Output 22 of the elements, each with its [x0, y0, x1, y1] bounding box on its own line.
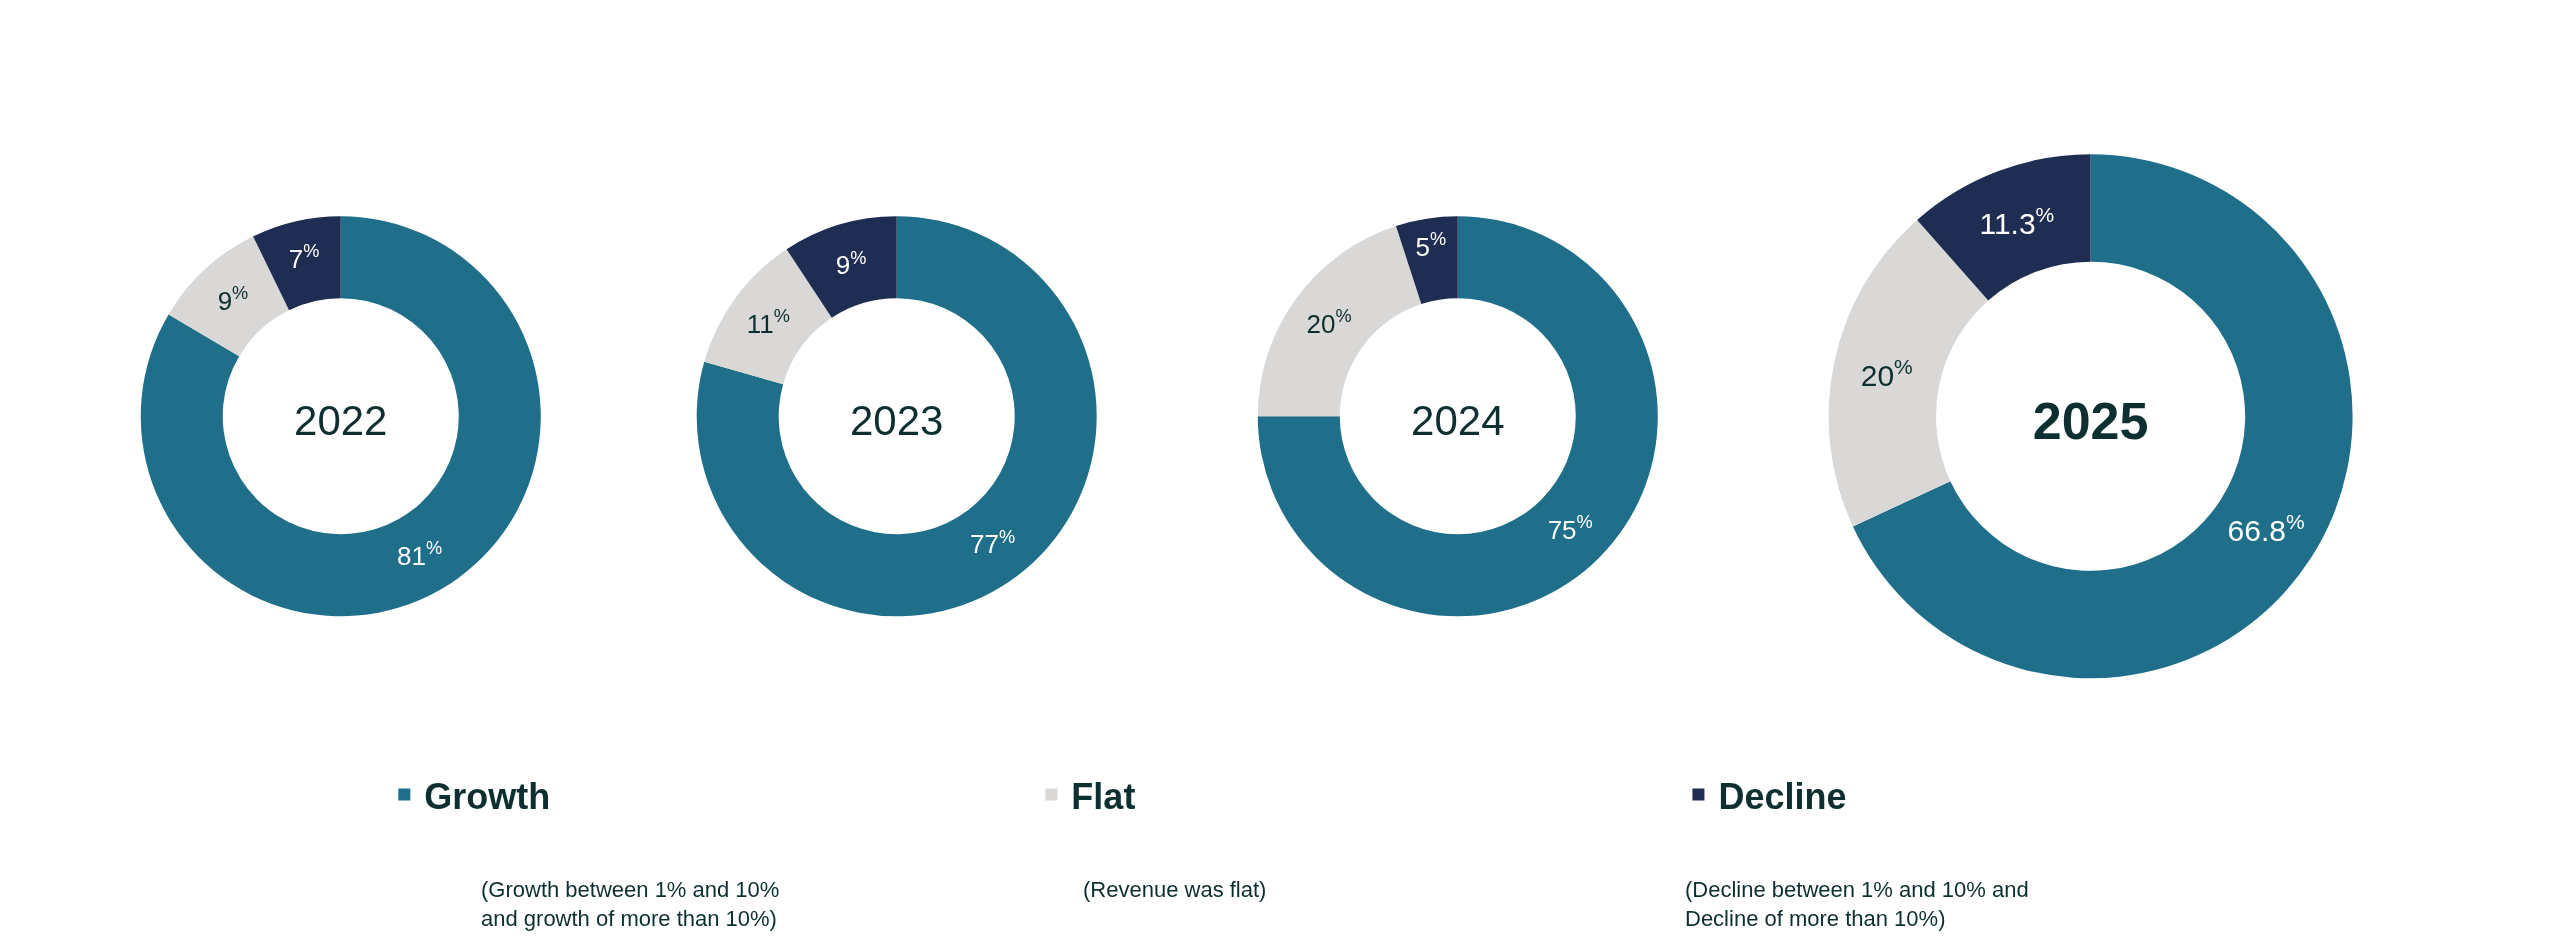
data-label: 9$^{%}$: [835, 247, 867, 281]
legend-label: Decline: [1718, 775, 1847, 817]
slice-label: 2025: [2032, 392, 2149, 451]
data-label: 9$^{%}$: [217, 282, 249, 316]
text: (Revenue was flat): [1083, 877, 1267, 902]
text: (Growth between 1% and 10% and growth of more than 10%): [481, 877, 780, 931]
slice-label: 2022: [294, 396, 388, 444]
data-label: 7$^{%}$: [288, 240, 320, 274]
data-label: 77$^{%}$: [970, 526, 1016, 560]
text: (Decline between 1% and 10% and Decline of more than 10%): [1685, 877, 2029, 931]
slice-label: 2023: [849, 396, 944, 444]
data-label: 11.3$^{%}$: [1979, 202, 2055, 241]
legend-label: Growth: [424, 775, 551, 817]
data-label: 75$^{%}$: [1547, 512, 1593, 546]
data-label: 66.8$^{%}$: [2227, 509, 2305, 548]
data-label: 5$^{%}$: [1415, 228, 1447, 262]
slice-label: 2024: [1411, 396, 1505, 444]
data-label: 20$^{%}$: [1306, 306, 1352, 340]
data-label: 11$^{%}$: [746, 305, 790, 339]
data-label: 81$^{%}$: [396, 537, 443, 571]
data-label: 20$^{%}$: [1860, 354, 1913, 393]
legend-label: Flat: [1071, 775, 1136, 817]
